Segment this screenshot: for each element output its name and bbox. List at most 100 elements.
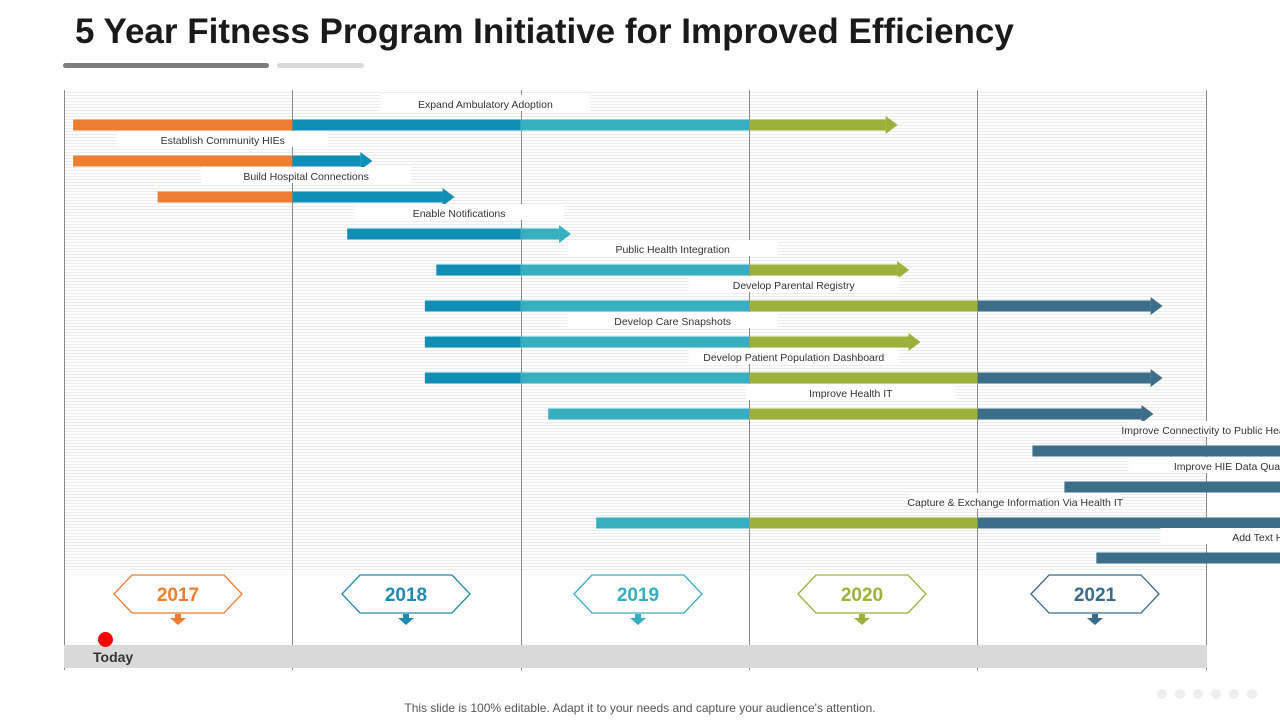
grid-line: [292, 90, 293, 670]
task-bar-segment: [520, 119, 750, 131]
task-arrow-head: [1150, 369, 1163, 387]
year-pointer-stem: [1092, 614, 1098, 619]
task-row: Capture & Exchange Information Via Healt…: [596, 493, 1280, 529]
task-label-bg: [354, 204, 565, 220]
task-bar-segment: [1096, 552, 1206, 564]
task-label: Add Text Here: [1232, 532, 1280, 544]
task-label-bg: [567, 240, 778, 256]
task-row: Add Text Here: [1096, 528, 1280, 564]
task-label-bg: [380, 95, 591, 111]
task-bar-segment: [520, 300, 750, 312]
task-label: Capture & Exchange Information Via Healt…: [907, 497, 1123, 509]
task-row: Improve HIE Data Quality: [1064, 457, 1280, 493]
title-underline-dark: [63, 63, 269, 68]
footer-text: This slide is 100% editable. Adapt it to…: [404, 701, 876, 715]
today-marker: [98, 632, 113, 647]
task-arrow-head: [885, 116, 898, 134]
year-pointer-icon: [630, 618, 646, 625]
task-arrow-head: [360, 152, 373, 170]
year-pointer-stem: [635, 614, 641, 619]
dot: [1175, 689, 1185, 699]
task-row: Build Hospital Connections: [157, 167, 455, 206]
task-label: Expand Ambulatory Adoption: [418, 99, 553, 111]
task-arrow-head: [1141, 405, 1154, 423]
task-bar-segment: [1206, 552, 1280, 564]
task-label-bg: [910, 493, 1121, 509]
task-label: Improve Connectivity to Public Health Re…: [1121, 425, 1280, 437]
year-pointer-icon: [1087, 618, 1103, 625]
task-bar-segment: [548, 408, 750, 420]
dot: [1211, 689, 1221, 699]
task-bar-segment: [520, 372, 750, 384]
slide-dots: [1157, 689, 1257, 699]
task-label-bg: [688, 276, 899, 292]
task-bar-segment: [1206, 517, 1280, 529]
task-bar-segment: [749, 300, 978, 312]
task-bar-segment: [749, 264, 898, 276]
today-label: Today: [93, 649, 134, 665]
task-label-bg: [745, 384, 956, 400]
task-bar-segment: [1206, 445, 1280, 457]
task-label: Establish Community HIEs: [161, 135, 285, 147]
task-arrow-head: [897, 261, 910, 279]
task-bar-segment: [436, 264, 521, 276]
title-underline-light: [277, 63, 364, 68]
grid-line: [1206, 90, 1207, 670]
task-arrow-head: [442, 188, 455, 206]
year-hexagon: [113, 574, 243, 614]
task-bar-segment: [157, 191, 293, 203]
task-row: Improve Health IT: [548, 384, 1154, 423]
task-row: Improve Connectivity to Public Health Re…: [1032, 421, 1280, 457]
year-label: 2018: [385, 585, 427, 606]
task-label: Develop Care Snapshots: [614, 316, 731, 328]
task-label-bg: [1160, 528, 1280, 544]
task-label: Public Health Integration: [615, 244, 730, 256]
task-label-bg: [117, 131, 328, 147]
task-label-bg: [1128, 421, 1280, 437]
task-arrow-head: [1150, 297, 1163, 315]
year-badge: 2019: [573, 574, 703, 625]
year-badge: 2021: [1030, 574, 1160, 625]
year-hexagon: [797, 574, 927, 614]
task-arrow-head: [559, 225, 572, 243]
task-label-bg: [688, 348, 899, 364]
task-bar-segment: [1032, 445, 1206, 457]
task-bar-segment: [977, 517, 1206, 529]
year-pointer-stem: [859, 614, 865, 619]
task-label: Develop Parental Registry: [733, 280, 856, 292]
year-label: 2017: [157, 585, 199, 606]
task-row: Develop Care Snapshots: [424, 312, 921, 351]
task-bar-segment: [749, 517, 978, 529]
year-badge: 2020: [797, 574, 927, 625]
task-label-bg: [201, 167, 412, 183]
dot: [1229, 689, 1239, 699]
year-hexagon: [1030, 574, 1160, 614]
year-label: 2020: [841, 585, 883, 606]
task-bar-segment: [73, 155, 293, 167]
task-arrow-head: [908, 333, 921, 351]
task-bar-segment: [347, 228, 521, 240]
task-bar-segment: [749, 336, 909, 348]
task-row: Enable Notifications: [347, 204, 572, 243]
task-bar-segment: [749, 372, 978, 384]
year-label: 2019: [617, 585, 659, 606]
dot: [1157, 689, 1167, 699]
dot: [1193, 689, 1203, 699]
task-label: Enable Notifications: [413, 208, 506, 220]
task-label: Improve HIE Data Quality: [1174, 461, 1280, 473]
task-bar-segment: [424, 372, 521, 384]
task-label-bg: [1128, 457, 1280, 473]
task-bar-segment: [520, 336, 750, 348]
year-pointer-icon: [170, 618, 186, 625]
grid-line: [64, 90, 65, 670]
today-band: [64, 645, 1207, 668]
task-bar-segment: [292, 191, 443, 203]
task-bar-segment: [424, 300, 521, 312]
year-hexagon: [341, 574, 471, 614]
page-title: 5 Year Fitness Program Initiative for Im…: [75, 12, 1014, 51]
year-hexagon: [573, 574, 703, 614]
task-label-bg: [567, 312, 778, 328]
year-pointer-icon: [854, 618, 870, 625]
task-bar-segment: [977, 372, 1151, 384]
